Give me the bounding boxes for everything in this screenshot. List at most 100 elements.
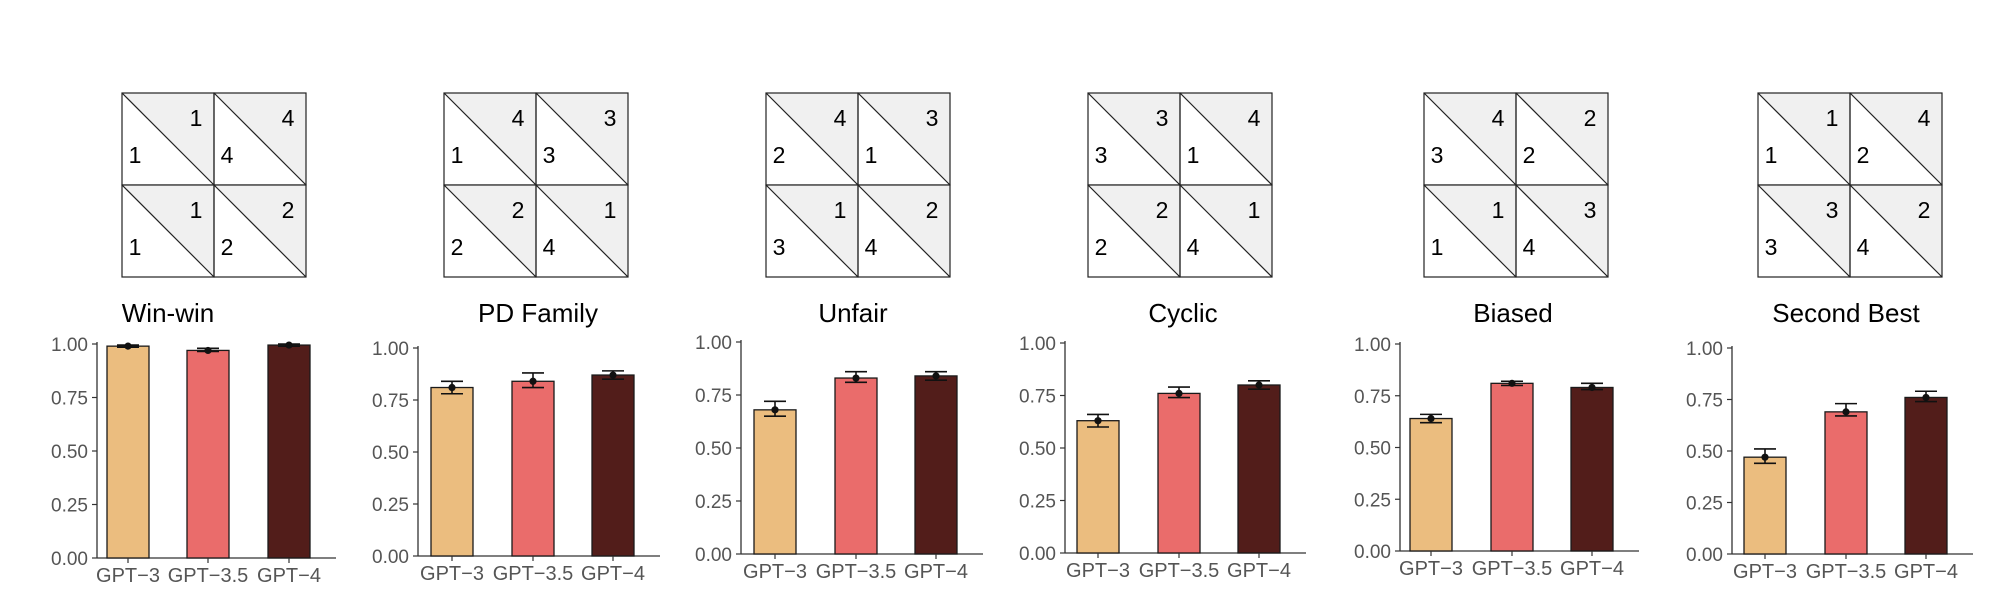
matrix-diagonal (213, 184, 307, 278)
x-tick-label: GPT−4 (257, 565, 321, 587)
matrix-cell (1515, 184, 1609, 278)
payoff-matrix: 3 3 4 1 2 2 1 4 (1087, 92, 1273, 278)
y-tick-label: 0.25 (1019, 492, 1056, 513)
panel: 1 1 4 2 3 3 2 4 Second Best 0.00 0.25 0.50 0.75 1.00 G… (1686, 92, 1973, 583)
y-tick-label: 0.00 (1354, 542, 1391, 563)
mean-point (285, 341, 293, 349)
matrix-payoff-bottom: 1 (1187, 142, 1200, 168)
y-tick-label: 0.75 (695, 386, 732, 407)
bar (267, 344, 311, 559)
mean-point (1508, 379, 1516, 387)
panel: 11441122Win-win0.000.250.500.751.00GPT−3… (51, 92, 336, 587)
matrix-payoff-bottom: 1 (865, 142, 878, 168)
bar (430, 386, 474, 557)
bar (186, 349, 230, 559)
matrix-payoff-top: 3 (1156, 105, 1169, 131)
matrix-payoff-top: 1 (1492, 197, 1505, 223)
bar (753, 409, 797, 555)
panel: 4 1 3 3 2 2 1 4 PD Family 0.00 0.25 0.50 0.75 1.00 GPT… (372, 92, 660, 585)
matrix-diagonal (1179, 184, 1273, 278)
y-tick-label: 0.25 (695, 492, 732, 513)
matrix-payoff-bottom: 2 (451, 234, 464, 260)
x-tick-label: GPT−4 (904, 561, 968, 583)
y-tick-label: 1.00 (372, 339, 409, 360)
y-tick-label: 0.50 (695, 439, 732, 460)
matrix-diagonal (121, 184, 215, 278)
matrix-payoff-bottom: 1 (451, 142, 464, 168)
matrix-payoff-bottom: 4 (1523, 234, 1536, 260)
y-tick-label: 0.25 (1354, 490, 1391, 511)
x-tick-label: GPT−3.5 (1472, 558, 1553, 580)
matrix-payoff-bottom: 3 (1765, 234, 1778, 260)
matrix-diagonal (121, 92, 215, 186)
mean-point (124, 342, 132, 350)
x-tick-label: GPT−3 (1066, 560, 1130, 582)
x-tick-label: GPT−3 (1733, 561, 1797, 583)
matrix-payoff-bottom: 3 (1431, 142, 1444, 168)
matrix-payoff-top: 3 (1584, 197, 1597, 223)
matrix-payoff-top: 2 (926, 197, 939, 223)
matrix-payoff-top: 4 (282, 105, 295, 131)
matrix-cell (535, 184, 629, 278)
mean-point (1255, 381, 1263, 389)
matrix-payoff-top: 3 (1826, 197, 1839, 223)
matrix-payoff-top: 2 (282, 197, 295, 223)
y-tick-label: 1.00 (1686, 339, 1723, 360)
matrix-diagonal (1849, 184, 1943, 278)
matrix-payoff-top: 4 (834, 105, 847, 131)
y-tick-label: 0.75 (372, 391, 409, 412)
matrix-diagonal (443, 184, 537, 278)
payoff-matrix: 1 1 4 2 3 3 2 4 (1757, 92, 1943, 278)
matrix-payoff-top: 2 (512, 197, 525, 223)
matrix-payoff-top: 1 (190, 105, 203, 131)
x-tick-label: GPT−4 (1227, 560, 1291, 582)
y-tick-label: 0.25 (1686, 494, 1723, 515)
matrix-payoff-bottom: 2 (1523, 142, 1536, 168)
bar (1157, 392, 1201, 554)
bar (511, 380, 555, 557)
matrix-payoff-bottom: 3 (773, 234, 786, 260)
y-tick-label: 0.75 (51, 389, 88, 410)
mean-point (1922, 393, 1930, 402)
y-tick-label: 1.00 (1354, 335, 1391, 356)
matrix-diagonal (213, 92, 307, 186)
y-tick-label: 0.00 (1019, 544, 1056, 565)
matrix-payoff-top: 2 (1584, 105, 1597, 131)
bar (834, 377, 878, 555)
matrix-diagonal (765, 184, 859, 278)
matrix-payoff-top: 3 (926, 105, 939, 131)
mean-point (1761, 453, 1769, 461)
panel: 4 2 3 1 1 3 2 4 Unfair 0.00 0.25 0.50 0.75 1.00 GPT−3 G… (695, 92, 983, 583)
y-tick-label: 1.00 (1019, 334, 1056, 355)
bar (1076, 420, 1120, 554)
matrix-payoff-top: 1 (190, 197, 203, 223)
chart-title: Biased (1473, 298, 1553, 328)
payoff-matrix: 4 3 2 2 1 1 3 4 (1423, 92, 1609, 278)
matrix-diagonal (857, 184, 951, 278)
x-tick-label: GPT−3.5 (816, 561, 897, 583)
bar (106, 345, 150, 559)
payoff-matrix: 4 1 3 3 2 2 1 4 (443, 92, 629, 278)
matrix-payoff-bottom: 1 (1765, 142, 1778, 168)
matrix-diagonal (535, 184, 629, 278)
y-tick-label: 0.00 (372, 547, 409, 568)
chart-title: Cyclic (1148, 298, 1217, 328)
mean-point (609, 371, 617, 379)
matrix-payoff-top: 1 (1826, 105, 1839, 131)
chart-title: PD Family (478, 298, 598, 328)
y-tick-label: 0.50 (51, 442, 88, 463)
matrix-payoff-bottom: 2 (221, 234, 234, 260)
x-tick-label: GPT−3.5 (493, 563, 574, 585)
matrix-cell (1849, 184, 1943, 278)
chart-title: Second Best (1772, 298, 1920, 328)
y-tick-label: 0.00 (695, 545, 732, 566)
matrix-payoff-bottom: 4 (865, 234, 878, 260)
bar (591, 374, 635, 557)
y-tick-label: 0.50 (1354, 439, 1391, 460)
x-tick-label: GPT−3 (420, 563, 484, 585)
matrix-payoff-top: 2 (1156, 197, 1169, 223)
matrix-payoff-bottom: 3 (1095, 142, 1108, 168)
x-tick-label: GPT−4 (581, 563, 645, 585)
matrix-payoff-bottom: 3 (543, 142, 556, 168)
